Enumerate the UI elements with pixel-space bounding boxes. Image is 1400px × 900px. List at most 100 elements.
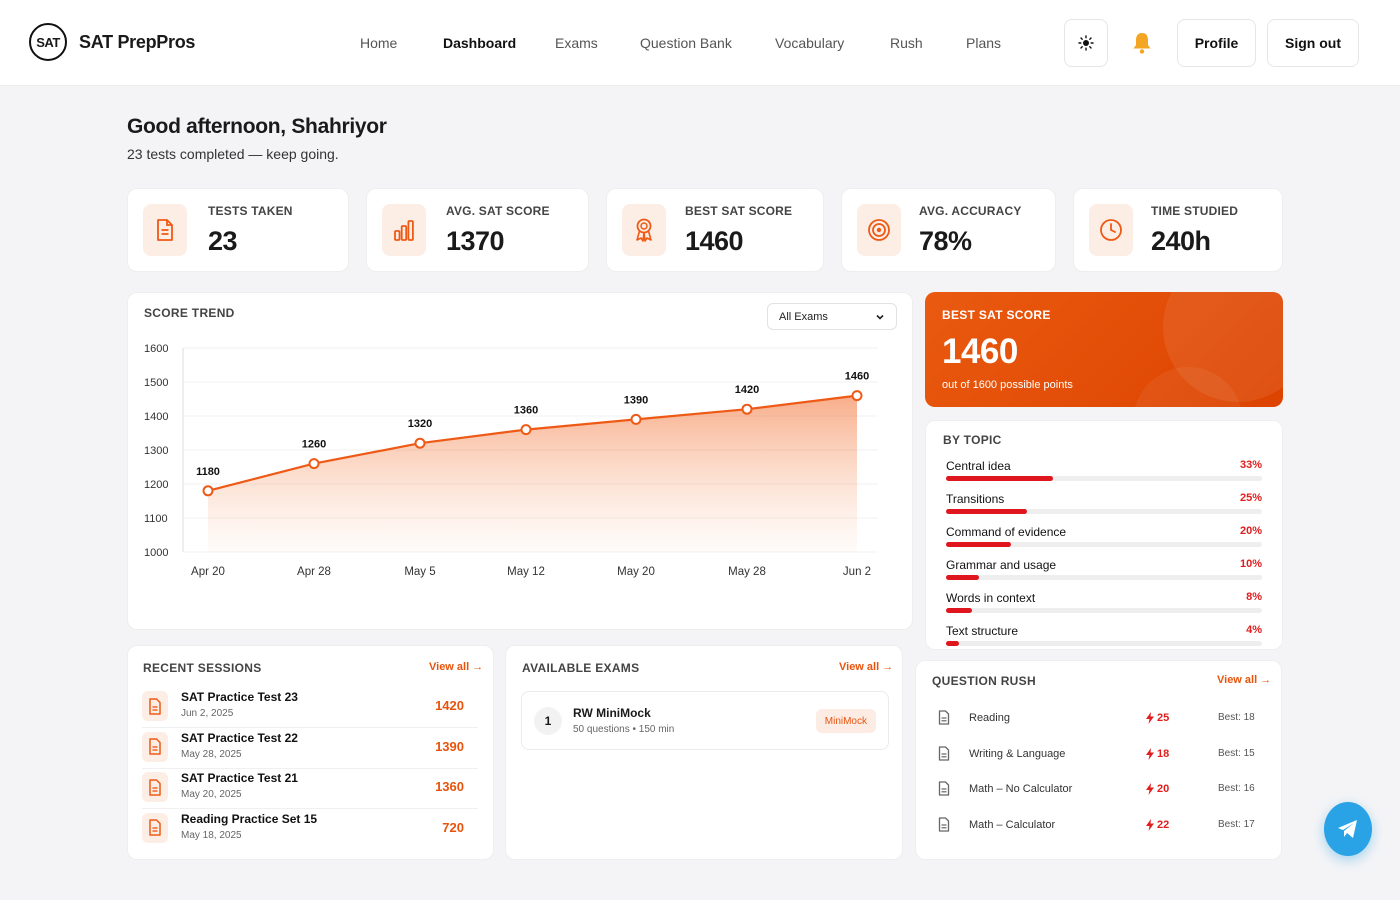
sign-out-button[interactable]: Sign out (1267, 19, 1359, 67)
notifications-button[interactable] (1130, 30, 1154, 56)
document-icon (142, 731, 168, 762)
session-date: May 18, 2025 (181, 829, 242, 841)
stat-card-time-studied: TIME STUDIED 240h (1073, 188, 1283, 272)
data-point (202, 485, 214, 497)
topic-name: Transitions (946, 492, 1005, 506)
topic-name: Command of evidence (946, 525, 1067, 539)
rush-row[interactable]: Math – No Calculator 20 Best: 16 (938, 780, 1258, 800)
document-icon (938, 816, 950, 832)
brand-name[interactable]: SAT PrepPros (79, 32, 196, 52)
x-tick-label: Apr 20 (191, 566, 225, 578)
topic-name: Central idea (946, 459, 1011, 473)
bar-chart-icon (382, 204, 426, 256)
topic-progress-fill (946, 641, 960, 646)
nav-link-exams[interactable]: Exams (555, 35, 598, 51)
nav-link-plans[interactable]: Plans (966, 35, 1002, 51)
topic-progress-fill (946, 608, 973, 613)
document-icon (938, 745, 950, 761)
exam-meta: 50 questions • 150 min (573, 724, 675, 735)
document-icon (142, 772, 168, 802)
x-tick-label: Jun 2 (843, 566, 871, 578)
top-navbar: SAT SAT PrepPros Home Dashboard Exams Qu… (0, 0, 1400, 86)
stat-value: 1460 (685, 226, 744, 256)
question-rush-card: QUESTION RUSH View all → Reading 25 Best: … (915, 660, 1282, 860)
topic-percent: 33% (1239, 459, 1262, 471)
session-row[interactable]: SAT Practice Test 21 May 20, 2025 1360 (142, 768, 478, 808)
topic-progress-track (946, 575, 1262, 580)
session-row[interactable]: Reading Practice Set 15 May 18, 2025 720 (142, 809, 478, 849)
y-tick-label: 1600 (144, 343, 168, 355)
session-divider (142, 767, 478, 769)
profile-button[interactable]: Profile (1177, 19, 1256, 67)
x-tick-label: May 28 (728, 566, 766, 578)
stat-card-best-sat-score: BEST SAT SCORE 1460 (606, 188, 824, 272)
bell-icon (1133, 33, 1151, 54)
rush-row[interactable]: Reading 25 Best: 18 (938, 709, 1258, 729)
y-tick-label: 1100 (144, 513, 168, 525)
rush-best-score: Best: 17 (1218, 818, 1255, 830)
stat-card-avg-accuracy: AVG. ACCURACY 78% (841, 188, 1056, 272)
stat-value: 240h (1151, 226, 1211, 256)
y-tick-label: 1000 (144, 547, 168, 559)
nav-link-home[interactable]: Home (360, 35, 398, 51)
exam-item[interactable]: 1 RW MiniMock 50 questions • 150 min Min… (521, 691, 889, 750)
data-point (308, 458, 320, 470)
stat-value: 23 (208, 226, 238, 256)
data-label: 1420 (735, 384, 759, 396)
exam-name: RW MiniMock (573, 706, 651, 720)
rush-row[interactable]: Writing & Language 18 Best: 15 (938, 745, 1258, 765)
available-exams-view-all-link[interactable]: View all → (839, 661, 894, 673)
rush-question-count: 22 (1157, 818, 1170, 831)
topic-name: Words in context (946, 591, 1036, 605)
exam-filter-select[interactable]: All Exams (767, 303, 897, 330)
topic-progress-track (946, 476, 1262, 481)
best-card-value: 1460 (942, 332, 1018, 371)
x-tick-label: May 20 (617, 566, 655, 578)
session-date: May 20, 2025 (181, 789, 242, 800)
y-tick-label: 1500 (144, 377, 168, 389)
session-name: SAT Practice Test 21 (181, 771, 298, 785)
session-name: SAT Practice Test 22 (181, 730, 298, 745)
document-icon (938, 710, 950, 725)
nav-link-dashboard[interactable]: Dashboard (443, 35, 517, 51)
x-tick-label: May 12 (507, 566, 545, 578)
session-score: 1360 (435, 779, 464, 794)
session-row[interactable]: SAT Practice Test 23 Jun 2, 2025 1420 (142, 687, 478, 727)
best-card-label: BEST SAT SCORE (942, 308, 1051, 322)
topic-percent: 8% (1246, 591, 1262, 603)
session-divider (142, 808, 478, 809)
topic-name: Grammar and usage (946, 558, 1057, 572)
rush-topic-name: Writing & Language (969, 747, 1066, 760)
document-icon (142, 691, 168, 721)
y-tick-label: 1400 (144, 411, 168, 423)
data-label: 1390 (624, 394, 648, 406)
nav-link-question-bank[interactable]: Question Bank (640, 35, 732, 51)
topic-progress-fill (946, 575, 979, 580)
document-icon (142, 812, 168, 843)
logo-icon[interactable]: SAT (29, 23, 67, 61)
question-rush-view-all-link[interactable]: View all → (1217, 674, 1272, 686)
lightning-icon (1146, 712, 1154, 724)
rush-row[interactable]: Math – Calculator 22 Best: 17 (938, 816, 1258, 836)
area-fill (208, 395, 857, 552)
telegram-chat-button[interactable] (1324, 802, 1372, 856)
topic-percent: 25% (1239, 492, 1262, 504)
rush-question-count: 20 (1157, 783, 1170, 795)
greeting-title: Good afternoon, Shahriyor (127, 115, 387, 138)
document-icon (143, 204, 187, 256)
nav-link-vocabulary[interactable]: Vocabulary (775, 35, 845, 51)
document-icon (938, 781, 950, 796)
stat-card-tests-taken: TESTS TAKEN 23 (127, 188, 349, 272)
rush-question-count: 18 (1157, 747, 1170, 760)
data-point (414, 437, 426, 449)
best-score-highlight: BEST SAT SCORE 1460 out of 1600 possible… (925, 292, 1283, 407)
recent-sessions-view-all-link[interactable]: View all → (429, 661, 484, 673)
nav-link-rush[interactable]: Rush (890, 35, 923, 51)
session-score: 1420 (435, 698, 464, 713)
stat-value: 1370 (446, 226, 505, 256)
award-icon (622, 204, 666, 256)
rush-best-score: Best: 18 (1218, 712, 1255, 723)
theme-toggle-button[interactable] (1064, 19, 1108, 67)
session-row[interactable]: SAT Practice Test 22 May 28, 2025 1390 (142, 728, 478, 768)
data-point (630, 413, 642, 425)
